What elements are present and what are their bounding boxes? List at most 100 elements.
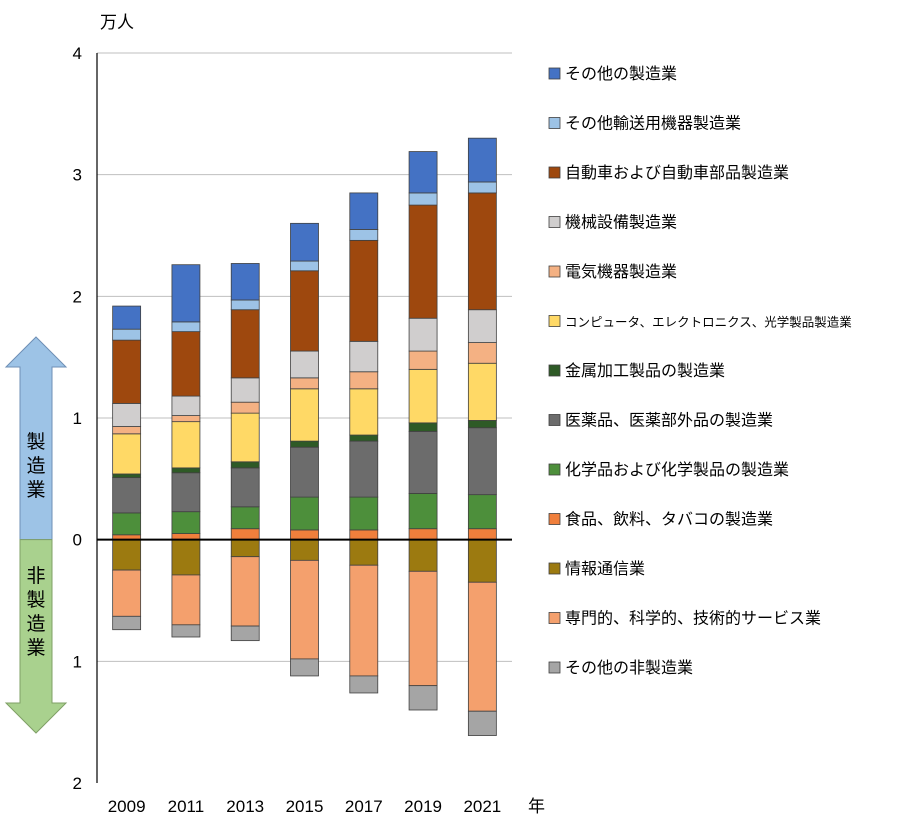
bar-segment — [467, 494, 497, 530]
bar-segment — [171, 321, 201, 333]
bar-segment — [230, 506, 260, 530]
bar-segment — [171, 264, 201, 323]
bar-segment — [467, 362, 497, 421]
y-tick-label: 3 — [73, 166, 82, 185]
arrow-label-manufacturing: 製造業 — [26, 431, 45, 501]
bar-segment — [290, 270, 319, 352]
bar-segment — [290, 529, 319, 541]
bar-segment — [467, 710, 497, 736]
legend-swatch — [548, 463, 561, 476]
bar-segment — [112, 402, 142, 427]
x-tick-labels: 2009 2011 2013 2015 2017 2019 2021 — [108, 797, 502, 816]
x-tick-label: 2013 — [226, 797, 264, 816]
bar-segment — [467, 581, 497, 712]
legend-label: 電気機器製造業 — [565, 262, 677, 281]
bar-segment — [349, 388, 379, 436]
legend-label: 食品、飲料、タバコの製造業 — [565, 510, 773, 529]
bar-segment — [290, 440, 319, 448]
bar-segment — [349, 371, 379, 390]
bar-segment — [408, 192, 438, 206]
bar-segment — [349, 440, 379, 498]
bar-segment — [408, 685, 438, 711]
bar-segment — [112, 512, 142, 536]
legend-label: 情報通信業 — [565, 559, 645, 578]
legend-label: 機械設備製造業 — [565, 213, 677, 232]
bar-segment — [112, 539, 142, 571]
legend-label: その他輸送用機器製造業 — [565, 114, 741, 133]
bar-segment — [290, 377, 319, 390]
bar-segment — [408, 204, 438, 319]
arrow-down-shape — [4, 539, 68, 734]
bar-segment — [467, 528, 497, 541]
bar-segment — [230, 467, 260, 508]
x-axis-unit-label: 年 — [528, 797, 545, 817]
legend-label: 医薬品、医薬部外品の製造業 — [565, 411, 773, 430]
bar-segment — [171, 415, 201, 423]
bar-segment — [112, 433, 142, 475]
bar-segment — [467, 539, 497, 583]
bar-segment — [467, 192, 497, 311]
x-tick-label: 2019 — [404, 797, 442, 816]
bar-segment — [408, 422, 438, 432]
bars — [112, 137, 497, 736]
bar-segment — [171, 539, 201, 576]
bar-segment — [112, 615, 142, 631]
bar-segment — [112, 569, 142, 617]
bar-segment — [230, 412, 260, 463]
bar-segment — [230, 263, 260, 301]
bar-segment — [408, 430, 438, 494]
legend-swatch — [548, 612, 561, 624]
legend-label: 化学品および化学製品の製造業 — [565, 460, 789, 479]
bar-segment — [112, 305, 142, 330]
legend-label: 金属加工製品の製造業 — [565, 361, 725, 380]
bar-segment — [230, 309, 260, 379]
legend-label: 専門的、科学的、技術的サービス業 — [565, 609, 821, 628]
bar-segment — [230, 401, 260, 414]
bar-segment — [349, 675, 379, 694]
bar-segment — [408, 493, 438, 530]
bar-segment — [408, 151, 438, 194]
bar-segment — [230, 461, 260, 469]
bar-segment — [230, 528, 260, 541]
bar-segment — [171, 511, 201, 534]
bar-segment — [349, 564, 379, 677]
bar-segment — [349, 539, 379, 566]
bar-segment — [290, 260, 319, 272]
bar-segment — [230, 377, 260, 403]
legend-label: 自動車および自動車部品製造業 — [565, 163, 789, 182]
y-tick-label: 1 — [73, 409, 82, 428]
bar-segment — [467, 342, 497, 364]
legend: その他の製造業その他輸送用機器製造業自動車および自動車部品製造業機械設備製造業電… — [548, 64, 852, 677]
bar-segment — [349, 340, 379, 373]
x-tick-label: 2017 — [345, 797, 383, 816]
bar-segment — [112, 339, 142, 404]
bar-segment — [290, 539, 319, 561]
arrow-label-non-manufacturing: 非製造業 — [26, 565, 45, 659]
y-tick-label: 0 — [73, 531, 82, 550]
bar-segment — [171, 624, 201, 638]
bar-segment — [467, 181, 497, 194]
bar-segment — [467, 420, 497, 429]
bar-segment — [290, 446, 319, 498]
x-tick-label: 2015 — [286, 797, 324, 816]
bar-segment — [408, 528, 438, 541]
bar-segment — [230, 299, 260, 311]
bar-segment — [408, 368, 438, 424]
legend-swatch — [548, 661, 561, 674]
y-tick-labels: 4 3 2 1 0 1 2 — [73, 44, 82, 793]
legend-swatch — [548, 67, 561, 80]
legend-swatch — [548, 166, 561, 179]
bar-segment — [290, 222, 319, 262]
bar-segment — [290, 350, 319, 379]
bar-segment — [349, 496, 379, 531]
bar-segment — [112, 477, 142, 514]
bar-segment — [171, 574, 201, 626]
bar-segment — [230, 556, 260, 627]
legend-swatch — [548, 117, 561, 129]
bar-segment — [349, 229, 379, 241]
bar-segment — [112, 426, 142, 435]
bar-segment — [408, 350, 438, 370]
bar-segment — [349, 434, 379, 442]
